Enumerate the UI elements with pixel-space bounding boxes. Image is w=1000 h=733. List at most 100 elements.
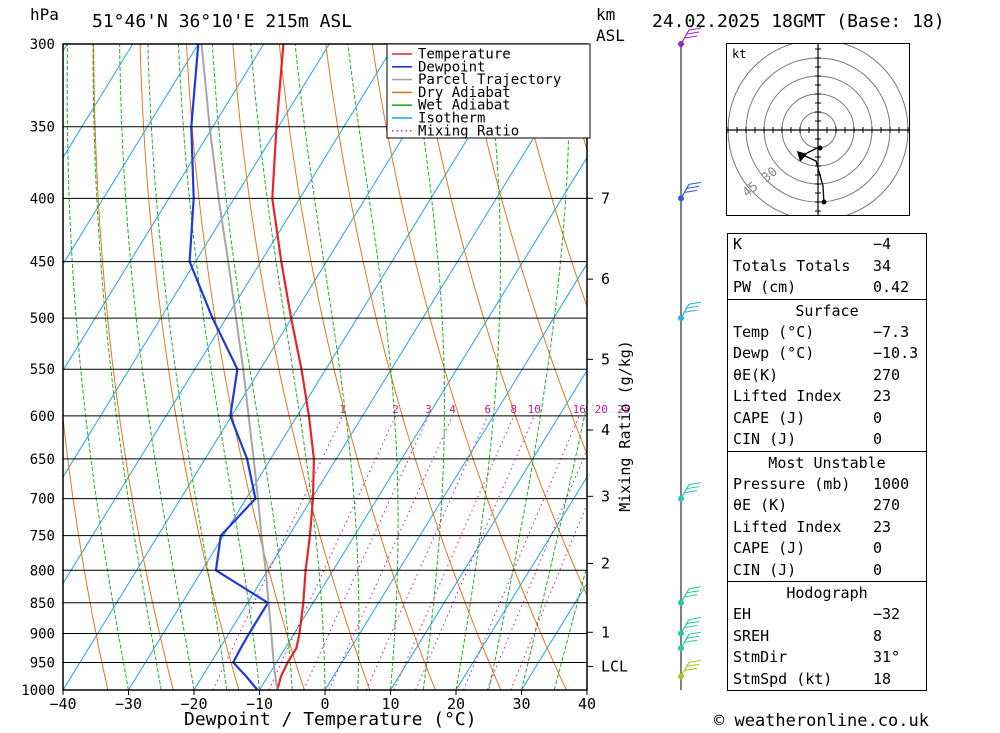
x-tick-label: 20 (447, 695, 465, 713)
mixing-ratio-line (510, 502, 587, 690)
index-value: −7.3 (873, 322, 910, 341)
index-value: 0 (873, 408, 883, 427)
index-key: StmDir (733, 648, 788, 666)
wind-barb-flag (686, 305, 700, 309)
dry-adiabat-line (929, 44, 1000, 690)
indices-section-title: Hodograph (786, 584, 868, 602)
index-key: PW (cm) (733, 278, 797, 296)
wind-barb (680, 181, 702, 199)
indices-table: K −4 Totals Totals 34 PW (cm) 0.42 Surface Temp… (727, 233, 927, 691)
legend-entry: Temperature (418, 47, 511, 63)
wet-adiabat-line (455, 44, 501, 690)
hodograph-ring-label: 30 (759, 164, 781, 186)
pressure-tick-label: 350 (30, 120, 55, 136)
index-row: StmSpd (kt) 18 (728, 669, 926, 691)
index-key: Dewp (°C) (733, 344, 815, 362)
pressure-tick-label: 1000 (21, 683, 55, 699)
legend-entry: Wet Adiabat (418, 98, 511, 114)
mixing-ratio-label: 1 (339, 403, 346, 416)
index-value: 23 (873, 517, 892, 536)
indices-section-title: Surface (795, 301, 859, 320)
pressure-tick-label: 950 (30, 656, 55, 672)
mixing-ratio-line (365, 415, 489, 690)
dry-adiabat-line (325, 44, 502, 690)
index-row: Pressure (mb) 1000 (728, 474, 926, 496)
wind-barb-flag (684, 594, 698, 598)
pressure-tick-label: 400 (30, 191, 55, 207)
hodograph-unit: kt (732, 47, 746, 61)
x-tick-label: −40 (49, 695, 76, 713)
pressure-tick-label: 600 (30, 409, 55, 425)
km-tick-label: 1 (601, 623, 610, 641)
isotherm-line (128, 44, 527, 690)
wind-barb-shaft (680, 484, 690, 499)
wet-adiabat-line (147, 44, 228, 690)
pressure-tick-label: 800 (30, 563, 55, 579)
isotherm-line (63, 44, 199, 265)
pressure-tick-label: 850 (30, 596, 55, 612)
mixing-ratio-label: 10 (528, 403, 541, 416)
index-key: CAPE (J) (733, 408, 806, 427)
km-tick-label: LCL (601, 657, 628, 675)
wind-barb-flag (686, 31, 700, 35)
index-row: CIN (J) 0 (728, 429, 926, 451)
index-row: Lifted Index 23 (728, 517, 926, 539)
wind-barb-flag (688, 181, 702, 185)
wind-barb-flag (686, 635, 700, 639)
wind-barb-shaft (680, 633, 690, 649)
legend-entry: Isotherm (418, 111, 485, 127)
wind-barb-shaft (680, 588, 690, 604)
index-key: Pressure (mb) (733, 474, 851, 493)
index-row: K −4 (728, 234, 926, 256)
hodograph-point (817, 145, 823, 151)
index-row: CAPE (J) 0 (728, 538, 926, 560)
x-tick-label: 40 (578, 695, 596, 713)
wind-barb (680, 482, 702, 499)
index-key: Lifted Index (733, 517, 842, 536)
mixing-ratio-label: 20 (595, 403, 608, 416)
hodograph-storm-marker (797, 151, 807, 162)
wind-barb-flag (684, 309, 698, 313)
pressure-tick-label: 650 (30, 452, 55, 468)
index-key: SREH (733, 626, 770, 645)
indices-section-title: Most Unstable (768, 453, 886, 472)
wet-adiabat-line (488, 44, 570, 690)
wind-barb-flag (686, 185, 700, 189)
index-row: SREH 8 (728, 626, 926, 648)
index-key: Totals Totals (733, 256, 851, 275)
index-row: Lifted Index 23 (728, 386, 926, 408)
isotherm-line (324, 263, 587, 690)
index-row: CAPE (J) 0 (728, 408, 926, 430)
dry-adiabat-line (371, 44, 567, 690)
index-value: 270 (873, 496, 901, 514)
indices-section-hodograph: Hodograph EH −32 SREH 8 StmDir 31° StmSpd (kt) 1… (728, 581, 926, 690)
dry-adiabat-line (139, 44, 240, 690)
wind-barb (680, 631, 702, 649)
mixing-ratio-label: 3 (425, 403, 432, 416)
x-axis-title: Dewpoint / Temperature (°C) (184, 709, 477, 730)
hodograph-panel: kt 30 45 (726, 39, 910, 221)
legend-entry: Dewpoint (418, 59, 485, 75)
index-row: CIN (J) 0 (728, 560, 926, 582)
mixing-ratio-line (463, 415, 580, 690)
mixing-ratio-line (268, 415, 397, 690)
wind-barb-flag (688, 659, 702, 663)
wind-barb-flag (688, 27, 702, 31)
km-tick-label: 6 (601, 270, 610, 288)
isotherm-line (259, 156, 587, 690)
index-value: 0 (873, 560, 883, 579)
isotherm-line (63, 44, 461, 690)
wind-barb-flag (686, 486, 700, 490)
index-value: 0.42 (873, 278, 910, 296)
km-tick-label: 3 (601, 487, 610, 505)
mixing-ratio-axis-title: Mixing Ratio (g/kg) (616, 340, 634, 512)
index-row: StmDir 31° (728, 647, 926, 669)
wet-adiabat-line (553, 564, 587, 690)
wind-barb-flag (684, 667, 698, 671)
wind-barb-shaft (680, 619, 690, 634)
wind-barb (680, 586, 702, 604)
wet-adiabat-line (178, 44, 260, 690)
legend-entry: Mixing Ratio (418, 123, 519, 139)
